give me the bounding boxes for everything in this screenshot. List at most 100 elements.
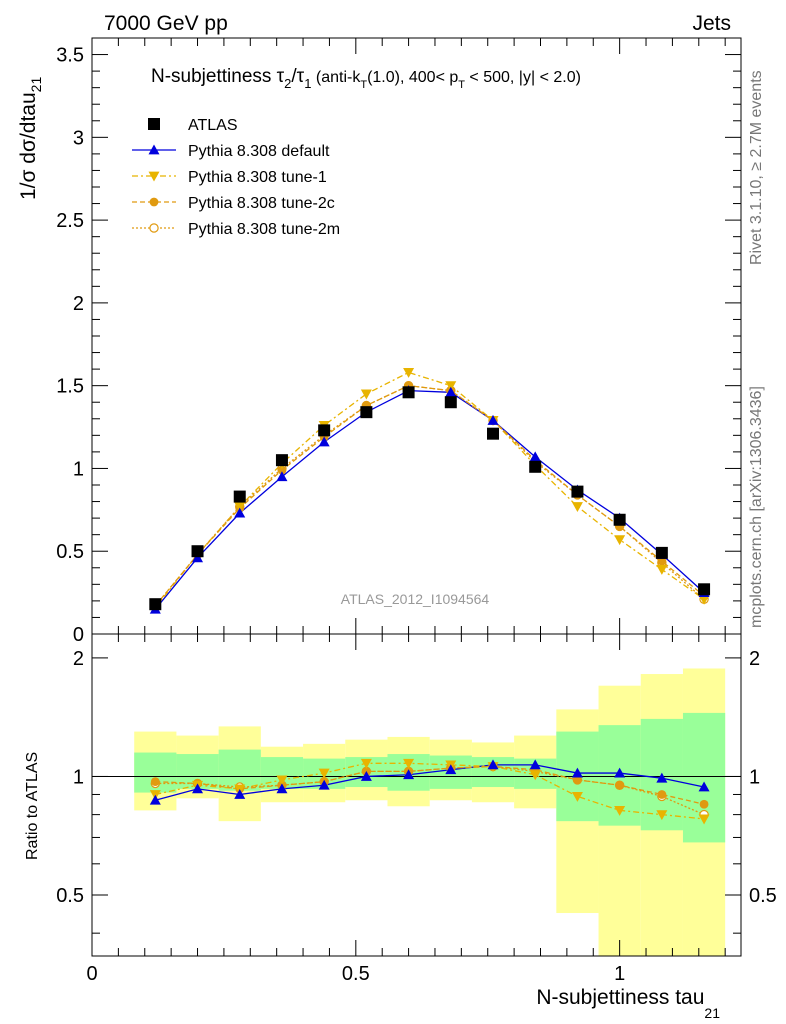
point-s1-1 — [192, 552, 204, 563]
y-tick-label: 0 — [73, 624, 84, 646]
legend-marker-4 — [149, 223, 159, 233]
point-s0-0 — [149, 598, 162, 611]
ratio-tick-labels: 0.5 0.5 1 1 2 2 — [56, 648, 777, 907]
ratio-point-s3-11 — [615, 780, 625, 790]
ratio-point-s1-2 — [234, 788, 246, 799]
point-s0-8 — [487, 427, 500, 440]
x-axis-label: N-subjettiness tau21 — [536, 986, 720, 1021]
ratio-point-s1-10 — [571, 767, 583, 778]
point-s0-13 — [698, 583, 711, 596]
point-s2-2 — [234, 502, 246, 513]
point-s0-7 — [444, 396, 457, 409]
rivet-label: Rivet 3.1.10, ≥ 2.7M events — [748, 70, 765, 265]
ratio-point-s1-1 — [192, 783, 204, 794]
ratio-point-s2-11 — [614, 805, 626, 816]
y-tick-label: 3 — [73, 127, 84, 149]
ratio-point-s3-10 — [573, 775, 582, 785]
ratio-point-s2-6 — [403, 758, 415, 769]
ratio-point-s2-10 — [571, 791, 583, 802]
ratio-series-markers — [149, 758, 710, 825]
ratio-point-s2-12 — [656, 810, 668, 821]
point-s0-6 — [402, 386, 415, 399]
point-s2-10 — [571, 502, 583, 513]
ratio-tick-label-left: 1 — [73, 766, 84, 788]
ratio-point-s1-11 — [614, 767, 626, 778]
ratio-tick-label-right: 2 — [749, 648, 760, 670]
point-s0-2 — [233, 490, 246, 503]
y-tick-label: 2.5 — [56, 210, 84, 232]
point-s0-1 — [191, 545, 204, 558]
main-line-4 — [154, 384, 705, 607]
y-tick-label: 3.5 — [56, 45, 84, 67]
header-right: Jets — [692, 12, 731, 35]
main-tick-labels: 0 0.5 1 1.5 2 2.5 3 3.5 — [56, 45, 84, 646]
ratio-uncertainty-bands — [92, 668, 741, 956]
ratio-line-4 — [155, 765, 705, 816]
legend-label-0: ATLAS — [188, 117, 238, 134]
x-tick-labels: 0 0.5 1 — [86, 963, 625, 985]
point-s3-12 — [657, 556, 667, 566]
ratio-point-s1-13 — [698, 781, 710, 792]
point-s1-8 — [487, 414, 499, 425]
ratio-point-s1-7 — [445, 764, 457, 775]
legend-marker-3 — [149, 197, 159, 207]
legend-marker-1 — [148, 144, 160, 155]
legend-marker-2 — [148, 171, 160, 182]
main-series-lines — [154, 371, 705, 610]
ratio-point-s1-5 — [360, 770, 372, 781]
header-left: 7000 GeV pp — [104, 12, 228, 35]
ratio-point-s1-0 — [149, 794, 161, 805]
ratio-tick-label-right: 0.5 — [749, 885, 777, 907]
point-s1-9 — [529, 451, 541, 462]
legend-label-3: Pythia 8.308 tune-2c — [188, 195, 335, 212]
point-s0-5 — [360, 406, 373, 419]
point-s0-4 — [318, 424, 331, 437]
point-s2-7 — [445, 381, 457, 392]
legend-label-2: Pythia 8.308 tune-1 — [188, 169, 327, 186]
point-s0-9 — [529, 460, 542, 473]
point-s1-4 — [318, 436, 330, 447]
ratio-tick-label-left: 0.5 — [56, 885, 84, 907]
ratio-point-s3-0 — [150, 777, 160, 787]
ratio-point-s1-4 — [318, 779, 330, 790]
ratio-point-s2-3 — [276, 775, 288, 786]
ratio-point-s2-13 — [698, 814, 710, 825]
ratio-tick-label-right: 1 — [749, 766, 760, 788]
ratio-panel: 0.5 0.5 1 1 2 2 — [56, 633, 777, 957]
point-s1-2 — [234, 507, 246, 518]
point-s2-13 — [698, 594, 710, 605]
legend: ATLAS Pythia 8.308 default Pythia 8.308 tu… — [132, 117, 340, 238]
main-series-markers — [149, 368, 711, 614]
main-line-2 — [154, 371, 705, 608]
ratio-point-s1-3 — [276, 783, 288, 794]
point-s0-3 — [275, 454, 288, 467]
ratio-point-s1-9 — [529, 759, 541, 770]
y-tick-label: 0.5 — [56, 541, 84, 563]
chart-title: N-subjettiness τ2/τ1 (anti-kT(1.0), 400<… — [151, 66, 581, 91]
ratio-series-lines — [155, 762, 705, 820]
point-s2-6 — [403, 368, 415, 378]
y-tick-label: 1.5 — [56, 376, 84, 398]
point-s1-7 — [445, 386, 457, 397]
ratio-y-axis-label: Ratio to ATLAS — [24, 752, 41, 860]
point-s3-3 — [277, 465, 287, 475]
main-line-1 — [154, 389, 705, 610]
main-panel: 0 0.5 1 1.5 2 2.5 3 3.5 — [56, 37, 742, 646]
y-tick-label: 1 — [73, 458, 84, 480]
point-s2-11 — [614, 535, 626, 546]
point-s2-12 — [656, 565, 668, 575]
point-s0-12 — [655, 546, 668, 559]
x-tick-label: 1 — [614, 963, 625, 985]
x-tick-label: 0.5 — [342, 963, 370, 985]
mcplots-label: mcplots.cern.ch [arXiv:1306.3436] — [748, 386, 765, 628]
analysis-id: ATLAS_2012_I1094564 — [341, 591, 490, 607]
y-tick-label: 2 — [73, 293, 84, 315]
ratio-point-s1-12 — [656, 772, 668, 783]
y-axis-label: 1/σ dσ/dtau21 — [17, 77, 44, 200]
point-s1-3 — [276, 471, 288, 482]
ratio-line-1 — [155, 764, 705, 801]
ratio-point-s3-12 — [657, 790, 667, 799]
ratio-point-s1-6 — [403, 769, 415, 780]
ratio-frame — [91, 633, 742, 957]
legend-label-1: Pythia 8.308 default — [188, 143, 330, 160]
